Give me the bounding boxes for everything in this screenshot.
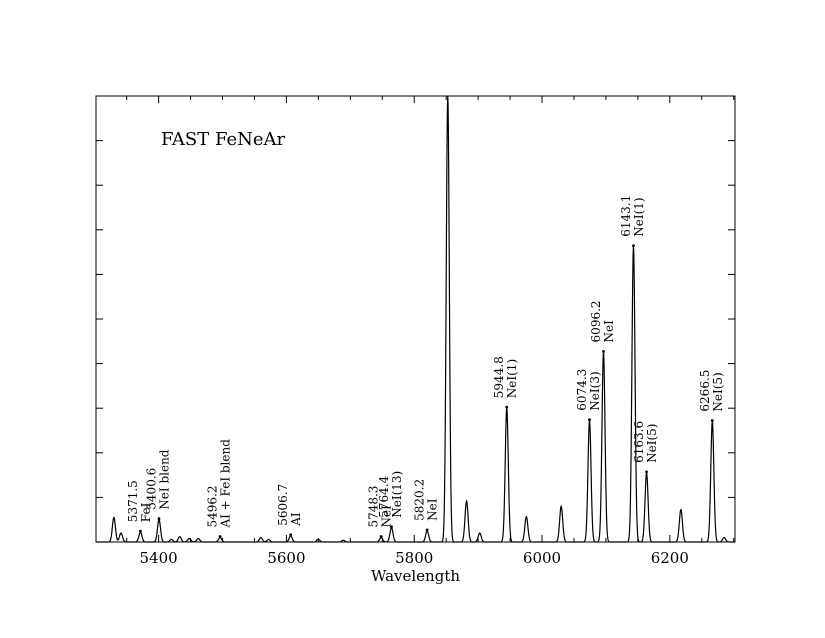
line-annotation-text: NeI(13) xyxy=(390,471,404,518)
peak-marker xyxy=(710,419,714,422)
peak-marker xyxy=(157,517,161,521)
line-annotation-text: 5944.8 xyxy=(492,356,506,398)
line-annotation-text: NeI(5) xyxy=(711,372,725,411)
line-annotation-text: NeI xyxy=(602,320,616,343)
x-tick-label: 5600 xyxy=(267,549,305,567)
peak-marker xyxy=(602,350,605,353)
peak-marker xyxy=(632,244,635,248)
line-annotation-text: 5400.6 xyxy=(145,468,159,510)
line-annotation-text: NeI(1) xyxy=(505,359,519,398)
line-annotation-text: 6074.3 xyxy=(575,369,589,411)
plot-frame xyxy=(95,95,736,543)
line-annotation-text: 6143.1 xyxy=(619,195,633,237)
x-axis-title: Wavelength xyxy=(371,567,460,585)
line-annotation-text: NeI xyxy=(380,505,394,528)
line-annotation-text: 5820.2 xyxy=(413,479,427,521)
line-annotation-text: NeI blend xyxy=(158,449,172,510)
line-annotation-text: 5496.2 xyxy=(206,486,220,528)
line-annotation-text: NeI(1) xyxy=(632,197,646,236)
peak-marker xyxy=(379,535,383,538)
peak-marker xyxy=(289,533,293,537)
line-annotation-text: 6096.2 xyxy=(589,300,603,342)
peak-marker xyxy=(390,525,393,529)
x-tick-label: 5400 xyxy=(140,549,178,567)
chart-title: FAST FeNeAr xyxy=(161,129,286,150)
peak-marker xyxy=(425,528,429,532)
line-annotation-text: FeI xyxy=(139,502,153,522)
x-tick-label: 6200 xyxy=(651,549,689,567)
line-annotation-text: 5748.3 xyxy=(367,486,381,528)
line-annotation-text: 6266.5 xyxy=(698,370,712,412)
x-tick-labels: 5400 5600 5800 6000 6200 xyxy=(140,549,689,567)
x-tick-label: 6000 xyxy=(523,549,561,567)
line-annotation-text: AI xyxy=(289,512,303,527)
peak-marker xyxy=(139,529,142,533)
line-annotation-text: 6163.6 xyxy=(632,421,646,463)
line-annotation-text: NeI xyxy=(426,498,440,521)
line-annotation-text: 5764.4 xyxy=(377,475,391,517)
x-tick-label: 5800 xyxy=(395,549,433,567)
peak-marker xyxy=(645,470,648,474)
line-annotation-text: AI + FeI blend xyxy=(219,439,233,529)
line-annotation-text: 5606.7 xyxy=(276,484,290,526)
line-markers xyxy=(139,244,714,538)
peak-marker xyxy=(505,405,509,409)
peak-marker xyxy=(588,418,591,422)
peak-marker xyxy=(218,535,222,538)
line-annotation-text: 5371.5 xyxy=(126,480,140,522)
line-annotation-text: NeI(3) xyxy=(588,371,602,410)
line-annotation-text: NeI(5) xyxy=(645,424,659,463)
